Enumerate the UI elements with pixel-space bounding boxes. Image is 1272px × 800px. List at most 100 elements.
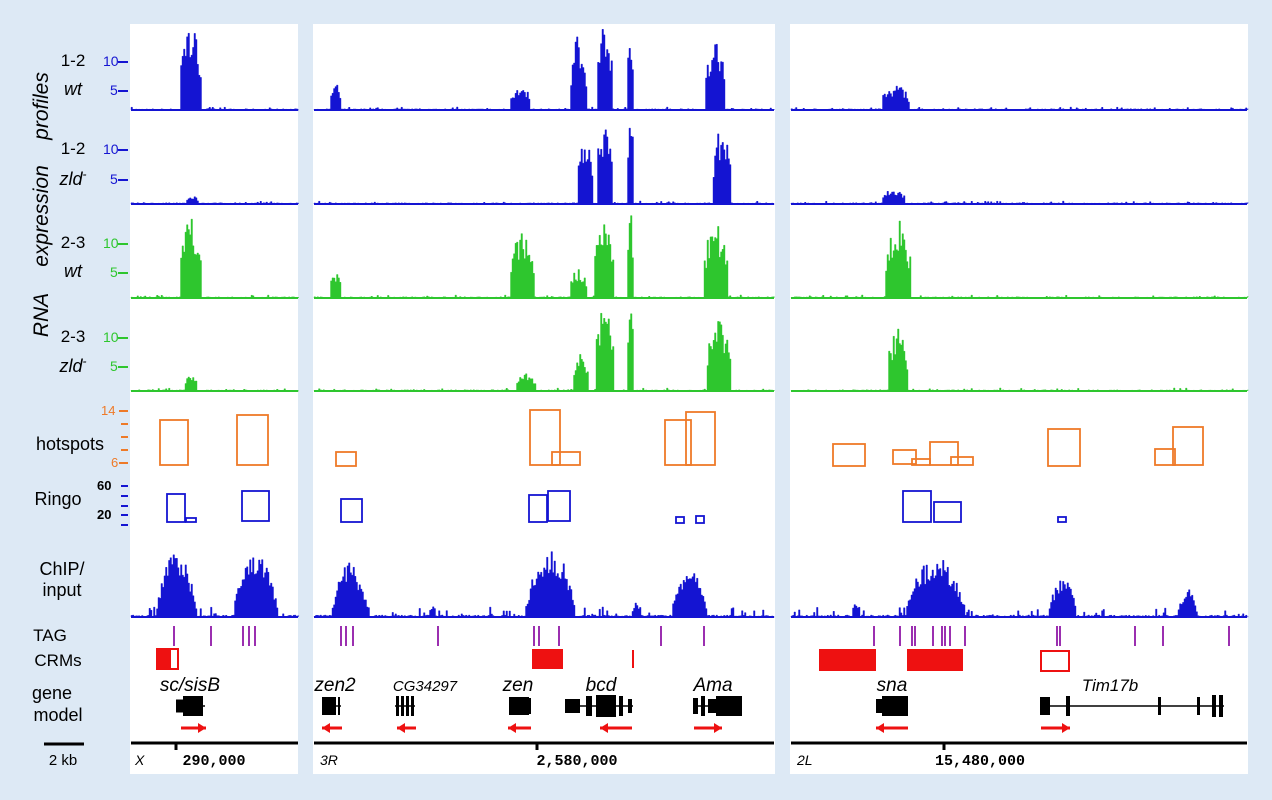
- hotspot-box-14: [1154, 448, 1176, 466]
- hotspot-box-4: [529, 409, 561, 466]
- gene-bcd-exon-2: [586, 696, 592, 716]
- scale-label: 2 kb: [49, 752, 77, 769]
- hotspot-box-12: [950, 456, 974, 466]
- gene-bcd-exon-3: [596, 695, 616, 717]
- svg-text:10: 10: [103, 235, 119, 251]
- gene-sna-strand-head: [876, 723, 884, 733]
- ringo-box-10: [933, 501, 962, 523]
- gene-Tim17b-exon-6: [1219, 695, 1223, 717]
- expression-label: expression: [30, 165, 53, 267]
- panel-1-labels: X 290,000 sc/sisB: [134, 675, 246, 770]
- gene-label-2: model: [33, 705, 82, 725]
- track3-genotype: wt: [64, 261, 83, 281]
- gene-sc-sisB-strand-head: [198, 723, 206, 733]
- gene-Tim17b-exon-1: [1040, 697, 1050, 715]
- hotspot-box-11: [929, 441, 959, 466]
- track3-time: 2-3: [61, 233, 86, 252]
- panel-2-chrom: 3R: [320, 752, 338, 768]
- chip-input-panel-1-profile: [130, 554, 300, 618]
- ringo-box-9: [902, 490, 932, 523]
- gene-zen2-exon-2: [338, 697, 340, 715]
- crm-box-5: [907, 649, 963, 671]
- gene-Tim17b-exon-3: [1158, 697, 1161, 715]
- track2-ticks: 10 5: [103, 141, 128, 187]
- gene-CG34297-exon-3: [406, 696, 409, 716]
- left-labels: RNA expression profiles 1-2 wt 1-2 zld- …: [30, 51, 128, 769]
- crm-box-2: [532, 649, 563, 669]
- gene-Tim17b-strand-head: [1062, 723, 1070, 733]
- hotspot-box-1: [159, 419, 189, 466]
- crm-box-4: [819, 649, 876, 671]
- track2-time: 1-2: [61, 139, 86, 158]
- gene-CG34297-exon-1: [396, 696, 399, 716]
- svg-text:10: 10: [103, 141, 119, 157]
- panel-1-chrom: X: [134, 752, 145, 768]
- gene-Ama-exon-1: [693, 698, 698, 714]
- gene-zen-exon-2: [529, 698, 531, 714]
- hotspot-box-13: [1047, 428, 1081, 467]
- tag-label: TAG: [33, 626, 67, 645]
- hotspot-box-6: [664, 419, 692, 466]
- hotspot-box-15: [1172, 426, 1204, 466]
- hotspot-box-7: [685, 411, 716, 466]
- ringo-box-11: [1057, 516, 1067, 523]
- panel-3-coord: 15,480,000: [935, 753, 1025, 770]
- hotspots-ticks: 14 6: [101, 403, 128, 470]
- track1-time: 1-2: [61, 51, 86, 70]
- svg-text:14: 14: [101, 403, 115, 418]
- ringo-box-7: [675, 516, 685, 524]
- panel-3-labels: 2L 15,480,000 sna Tim17b: [796, 675, 1138, 770]
- ringo-ticks: 60 20: [97, 478, 128, 526]
- gene-Tim17b-exon-5: [1212, 695, 1216, 717]
- track4-ticks: 10 5: [103, 329, 128, 374]
- gene-CG34297-exon-4: [411, 696, 414, 716]
- gene-sc-sisB-exon-1: [176, 699, 184, 713]
- svg-text:5: 5: [110, 264, 118, 280]
- gene-zen2-strand-head: [322, 723, 330, 733]
- gene-Ama-exon-2: [701, 696, 705, 716]
- ringo-box-8: [695, 515, 705, 524]
- track4-time: 2-3: [61, 327, 86, 346]
- gene-sna-label: sna: [877, 675, 908, 696]
- ringo-box-3: [241, 490, 270, 522]
- panel-1-coord: 290,000: [182, 753, 245, 770]
- gene-bcd-exon-1: [565, 699, 580, 713]
- gene-Ama-exon-4: [716, 696, 742, 716]
- hotspots-label: hotspots: [36, 434, 104, 454]
- gene-zen-strand-head: [508, 723, 516, 733]
- svg-text:10: 10: [103, 329, 119, 345]
- gene-label-1: gene: [32, 683, 72, 703]
- svg-text:10: 10: [103, 53, 119, 69]
- ringo-box-4: [340, 498, 363, 523]
- tracks: [130, 29, 1250, 750]
- gene-sna-exon-2: [882, 696, 908, 716]
- track2-genotype: zld-: [58, 167, 86, 189]
- crm-box-6: [1040, 650, 1070, 672]
- ringo-box-1: [166, 493, 186, 523]
- gene-zen-label: zen: [502, 675, 534, 696]
- svg-text:5: 5: [110, 358, 118, 374]
- gene-Tim17b-label: Tim17b: [1082, 676, 1139, 695]
- profiles-label: profiles: [30, 72, 53, 141]
- gene-CG34297-label: CG34297: [393, 678, 458, 695]
- svg-text:20: 20: [97, 507, 111, 522]
- gene-Tim17b-exon-2: [1066, 696, 1070, 716]
- panel-1-background: [130, 24, 298, 774]
- ringo-box-2: [185, 517, 197, 523]
- gene-bcd-exon-5: [628, 699, 632, 713]
- gene-CG34297-strand-head: [397, 723, 405, 733]
- crms-label: CRMs: [34, 651, 81, 670]
- gene-bcd-strand-head: [600, 723, 608, 733]
- gene-sc-sisB-label: sc/sisB: [160, 675, 221, 696]
- ringo-box-6: [547, 490, 571, 522]
- hotspot-box-3: [335, 451, 357, 467]
- svg-text:5: 5: [110, 171, 118, 187]
- gene-sc-sisB-exon-2: [183, 696, 203, 716]
- chip-label-1: ChIP/: [39, 559, 84, 579]
- panel-2-coord: 2,580,000: [536, 753, 617, 770]
- svg-text:60: 60: [97, 478, 111, 493]
- gene-sna-exon-1: [876, 699, 882, 713]
- gene-zen2-exon-1: [322, 697, 336, 715]
- gene-Ama-strand-head: [714, 723, 722, 733]
